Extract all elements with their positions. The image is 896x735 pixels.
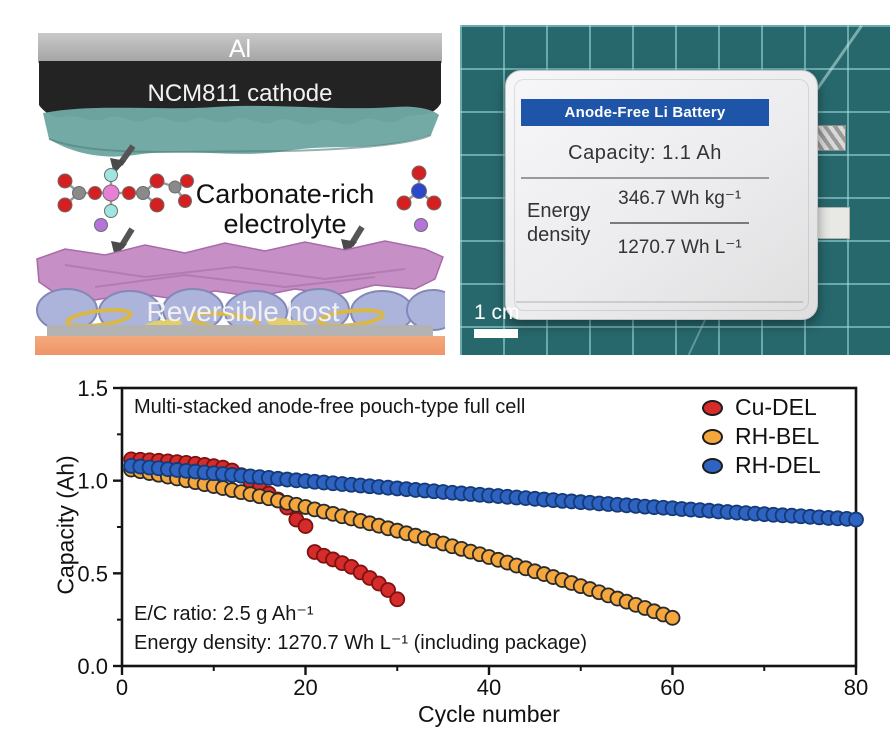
chart-annotation-ec-ratio: E/C ratio: 2.5 g Ah⁻¹ xyxy=(134,603,314,625)
x-tick-label: 40 xyxy=(477,675,501,700)
teal-layer xyxy=(43,105,439,157)
pouch-cell: Anode-Free Li Battery Capacity: 1.1 Ah E… xyxy=(505,70,818,320)
y-tick-label: 0.5 xyxy=(77,561,108,586)
legend-label-rh-bel: RH-BEL xyxy=(735,423,820,449)
energy-density-values: 346.7 Wh kg⁻¹ 1270.7 Wh L⁻¹ xyxy=(590,187,769,259)
chart-canvas: 0 20 40 60 80 0.0 0.5 1.0 1.5 xyxy=(77,376,868,700)
scale-bar-label: 1 cm xyxy=(474,301,520,324)
legend-marker-rh-bel xyxy=(702,428,723,445)
membrane-wrinkles xyxy=(64,264,406,289)
y-axis-label: Capacity (Ah) xyxy=(52,455,79,595)
al-label: Al xyxy=(229,35,251,63)
chart-annotation-energy-density: Energy density: 1270.7 Wh L⁻¹ (including… xyxy=(134,632,588,654)
energy-density-block: Energy density 346.7 Wh kg⁻¹ 1270.7 Wh L… xyxy=(521,187,769,259)
legend-item-rh-del: RH-DEL xyxy=(702,451,821,480)
pouch-tab-top xyxy=(814,125,846,151)
x-tick-label: 0 xyxy=(116,675,128,700)
al-layer xyxy=(38,33,442,63)
legend-label-cu-del: Cu-DEL xyxy=(735,394,817,420)
data-point xyxy=(380,582,396,598)
capacity-value: Capacity: 1.1 Ah xyxy=(568,142,722,164)
energy-label-line1: Energy xyxy=(527,200,591,222)
pouch-label: Anode-Free Li Battery Capacity: 1.1 Ah E… xyxy=(521,99,769,259)
data-point xyxy=(664,609,681,626)
legend-marker-rh-del xyxy=(702,457,723,474)
electrolyte-label-line1: Carbonate-rich xyxy=(196,179,375,209)
legend-marker-cu-del xyxy=(702,399,723,416)
energy-volumetric: 1270.7 Wh L⁻¹ xyxy=(617,237,742,258)
teal-layer-edge xyxy=(48,134,432,153)
x-tick-label: 80 xyxy=(844,675,868,700)
electrolyte-label-line2: electrolyte xyxy=(223,209,346,239)
scale-bar: 1 cm xyxy=(474,301,520,338)
pouch-tab-bottom xyxy=(814,207,850,239)
scale-bar-rule xyxy=(474,329,518,338)
series-rh-bel xyxy=(123,461,681,626)
legend-item-cu-del: Cu-DEL xyxy=(702,393,821,422)
schematic-panel: Al NCM811 cathode xyxy=(35,25,445,355)
base-layer xyxy=(35,336,445,355)
x-axis-label: Cycle number xyxy=(418,701,560,727)
series-rh-del xyxy=(123,457,864,528)
x-tick-label: 20 xyxy=(293,675,317,700)
x-tick-label: 60 xyxy=(660,675,684,700)
data-point xyxy=(297,518,314,534)
cycling-chart: 0 20 40 60 80 0.0 0.5 1.0 1.5 Multi-stacked anod… xyxy=(0,365,896,735)
photo-panel: Anode-Free Li Battery Capacity: 1.1 Ah E… xyxy=(460,25,890,355)
energy-density-label: Energy density xyxy=(521,199,590,247)
carbonate-molecule-atoms xyxy=(57,168,194,232)
y-tick-label: 0.0 xyxy=(77,654,108,679)
pouch-label-header: Anode-Free Li Battery xyxy=(521,99,769,126)
energy-gravimetric: 346.7 Wh kg⁻¹ xyxy=(618,188,742,209)
cathode-label: NCM811 cathode xyxy=(148,80,333,107)
host-label: Reversible host xyxy=(147,296,340,327)
energy-values-divider xyxy=(610,222,750,224)
chart-legend: Cu-DEL RH-BEL RH-DEL xyxy=(702,393,821,480)
schematic-drawing: Al NCM811 cathode xyxy=(35,33,445,355)
y-tick-label: 1.5 xyxy=(77,376,108,401)
y-tick-label: 1.0 xyxy=(77,469,108,494)
legend-label-rh-del: RH-DEL xyxy=(735,452,821,478)
energy-label-line2: density xyxy=(527,224,591,246)
legend-item-rh-bel: RH-BEL xyxy=(702,422,821,451)
data-point xyxy=(389,591,406,608)
chart-title: Multi-stacked anode-free pouch-type full… xyxy=(134,396,526,418)
data-point xyxy=(848,511,864,528)
label-divider xyxy=(521,177,769,179)
substrate-layer xyxy=(47,325,433,336)
nitrate-molecule xyxy=(396,165,442,232)
